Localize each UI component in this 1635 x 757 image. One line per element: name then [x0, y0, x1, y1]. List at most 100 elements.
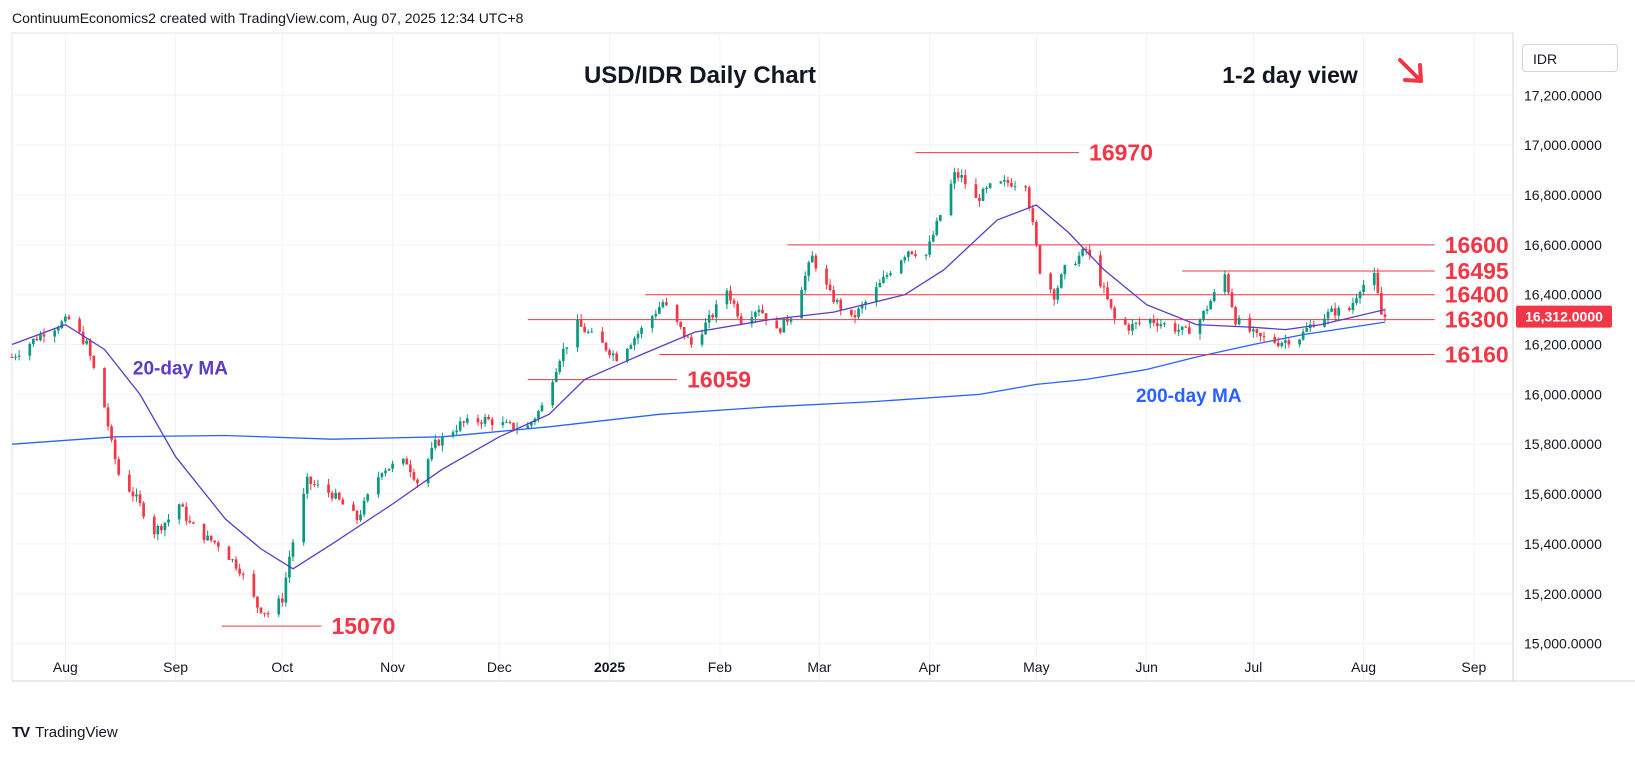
candle-down — [786, 318, 789, 322]
candle-down — [1376, 272, 1380, 293]
candle-down — [1106, 287, 1109, 300]
candle-up — [707, 314, 711, 323]
candle-down — [405, 458, 409, 465]
candle-up — [800, 290, 803, 319]
time-tick-label: Aug — [53, 659, 78, 675]
candle-up — [949, 183, 953, 216]
price-tick-label: 15,400.0000 — [1524, 536, 1602, 552]
candle-up — [284, 577, 288, 603]
candle-up — [1159, 324, 1163, 327]
candle-up — [426, 459, 430, 484]
candle-up — [505, 422, 508, 424]
candle-up — [1280, 342, 1284, 347]
candle-down — [1333, 308, 1337, 316]
candle-down — [160, 525, 163, 531]
price-tick-label: 15,600.0000 — [1524, 486, 1602, 502]
candle-up — [177, 504, 181, 520]
candle-down — [327, 484, 330, 493]
candle-down — [181, 504, 185, 507]
candle-up — [1081, 248, 1084, 256]
time-tick-label: Nov — [380, 659, 405, 675]
candle-up — [889, 273, 892, 276]
candle-up — [526, 425, 530, 429]
candle-up — [537, 411, 540, 419]
candle-down — [213, 540, 217, 543]
candle-down — [914, 254, 917, 256]
candle-up — [985, 187, 988, 189]
candle-down — [583, 326, 586, 333]
candle-down — [1127, 324, 1131, 331]
time-axis: Aug Sep Oct Nov Dec 2025 Feb Mar Apr May Jun Jul Aug… — [53, 659, 1487, 675]
candle-down — [828, 284, 832, 291]
candle-up — [576, 319, 579, 348]
candle-up — [291, 542, 295, 557]
candle-down — [1227, 274, 1230, 293]
candle-up — [433, 439, 437, 448]
candle-up — [835, 300, 839, 303]
candle-down — [216, 542, 220, 547]
candle-up — [757, 309, 761, 313]
candle-down — [1099, 255, 1102, 287]
candle-up — [39, 334, 42, 341]
time-tick-label: Apr — [919, 659, 941, 675]
candle-down — [604, 342, 608, 351]
candle-down — [739, 316, 743, 324]
candle-down — [608, 350, 611, 356]
candle-down — [1035, 222, 1038, 246]
candle-down — [1234, 307, 1237, 325]
candle-down — [1088, 249, 1092, 256]
candle-up — [60, 321, 64, 329]
candle-up — [231, 559, 234, 561]
candle-down — [1348, 307, 1351, 311]
candle-up — [704, 322, 707, 335]
candle-down — [142, 503, 145, 517]
ma20-path — [11, 204, 1386, 570]
candle-up — [1180, 326, 1184, 330]
candle-down — [1038, 245, 1042, 274]
candle-up — [1063, 265, 1067, 275]
candle-up — [636, 333, 640, 339]
candle-down — [412, 472, 416, 480]
currency-selector[interactable]: IDR — [1522, 44, 1618, 72]
candle-up — [561, 348, 565, 362]
candle-down — [761, 309, 764, 314]
candle-up — [661, 302, 665, 308]
candle-up — [135, 494, 138, 497]
time-tick-label: Jul — [1244, 659, 1262, 675]
candle-up — [455, 430, 458, 433]
candle-up — [658, 307, 661, 314]
candle-down — [1287, 340, 1291, 345]
candle-down — [832, 290, 835, 303]
ma200-path — [11, 321, 1386, 445]
candle-down — [764, 313, 768, 321]
candle-up — [56, 328, 60, 331]
price-tick-label: 16,800.0000 — [1524, 187, 1602, 203]
candle-down — [1259, 332, 1262, 337]
candle-down — [1276, 342, 1280, 347]
candle-up — [64, 316, 67, 322]
candle-down — [128, 474, 131, 492]
candle-up — [953, 172, 956, 184]
candle-up — [981, 188, 985, 201]
chart-frame — [11, 32, 1514, 682]
candle-down — [1255, 329, 1259, 333]
last-price-label: 16,312.0000 — [1525, 309, 1603, 325]
candle-up — [906, 251, 910, 258]
candle-down — [330, 492, 334, 499]
candle-up — [540, 405, 544, 412]
level-label: 16059 — [687, 367, 751, 393]
candle-down — [113, 439, 117, 460]
candle-up — [928, 241, 932, 255]
candle-up — [882, 276, 885, 283]
candle-up — [931, 234, 935, 242]
candle-down — [1187, 327, 1191, 334]
candle-down — [686, 336, 690, 338]
candle-down — [778, 328, 782, 333]
candle-up — [384, 470, 387, 474]
candle-up — [1305, 328, 1309, 332]
candle-down — [355, 510, 359, 521]
candle-down — [202, 523, 206, 541]
candle-down — [490, 419, 494, 426]
candle-up — [1284, 340, 1287, 343]
